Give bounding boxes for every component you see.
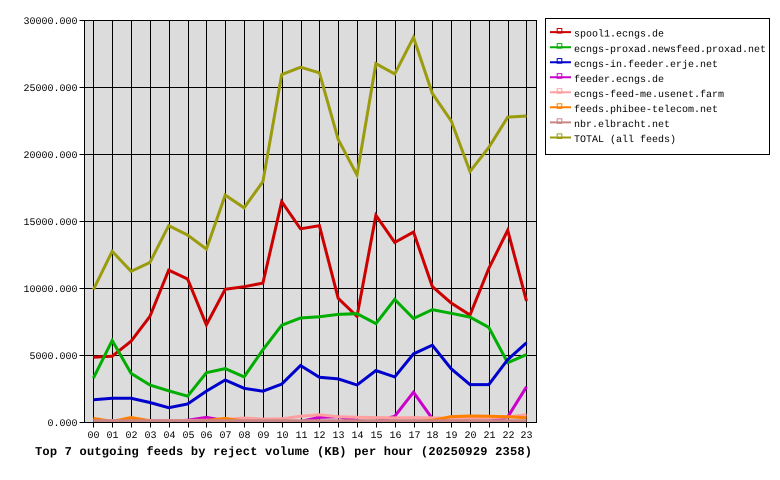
svg-text:15: 15: [370, 431, 382, 442]
svg-text:nbr.elbracht.net: nbr.elbracht.net: [574, 119, 670, 131]
svg-text:0.000: 0.000: [47, 419, 77, 430]
svg-text:21: 21: [483, 431, 495, 442]
svg-text:5000.000: 5000.000: [29, 352, 77, 363]
svg-text:20000.000: 20000.000: [23, 151, 77, 162]
svg-text:16: 16: [389, 431, 401, 442]
svg-text:05: 05: [182, 431, 194, 442]
svg-text:14: 14: [351, 431, 363, 442]
svg-text:ecngs-in.feeder.erje.net: ecngs-in.feeder.erje.net: [574, 59, 718, 71]
svg-text:04: 04: [163, 431, 175, 442]
svg-text:12: 12: [313, 431, 325, 442]
svg-text:13: 13: [332, 431, 344, 442]
svg-text:ecngs-feed-me.usenet.farm: ecngs-feed-me.usenet.farm: [574, 89, 724, 101]
svg-text:18: 18: [426, 431, 438, 442]
svg-text:17: 17: [408, 431, 420, 442]
svg-text:11: 11: [295, 431, 307, 442]
svg-text:02: 02: [125, 431, 137, 442]
svg-text:TOTAL (all feeds): TOTAL (all feeds): [574, 134, 676, 146]
svg-text:feeds.phibee-telecom.net: feeds.phibee-telecom.net: [574, 104, 718, 116]
svg-text:ecngs-proxad.newsfeed.proxad.n: ecngs-proxad.newsfeed.proxad.net: [574, 44, 766, 56]
svg-text:25000.000: 25000.000: [23, 84, 77, 95]
svg-text:00: 00: [87, 431, 99, 442]
svg-text:feeder.ecngs.de: feeder.ecngs.de: [574, 74, 664, 86]
svg-text:20: 20: [464, 431, 476, 442]
svg-text:08: 08: [238, 431, 250, 442]
svg-text:01: 01: [106, 431, 118, 442]
svg-text:22: 22: [502, 431, 514, 442]
svg-text:03: 03: [144, 431, 156, 442]
svg-text:spool1.ecngs.de: spool1.ecngs.de: [574, 29, 664, 41]
svg-text:09: 09: [257, 431, 269, 442]
svg-text:07: 07: [219, 431, 231, 442]
svg-text:06: 06: [200, 431, 212, 442]
svg-text:10000.000: 10000.000: [23, 285, 77, 296]
svg-text:10: 10: [276, 431, 288, 442]
svg-text:Top 7 outgoing feeds by reject: Top 7 outgoing feeds by reject volume (K…: [35, 445, 532, 459]
svg-text:30000.000: 30000.000: [23, 17, 77, 28]
svg-text:19: 19: [445, 431, 457, 442]
svg-text:15000.000: 15000.000: [23, 218, 77, 229]
svg-text:23: 23: [520, 431, 532, 442]
